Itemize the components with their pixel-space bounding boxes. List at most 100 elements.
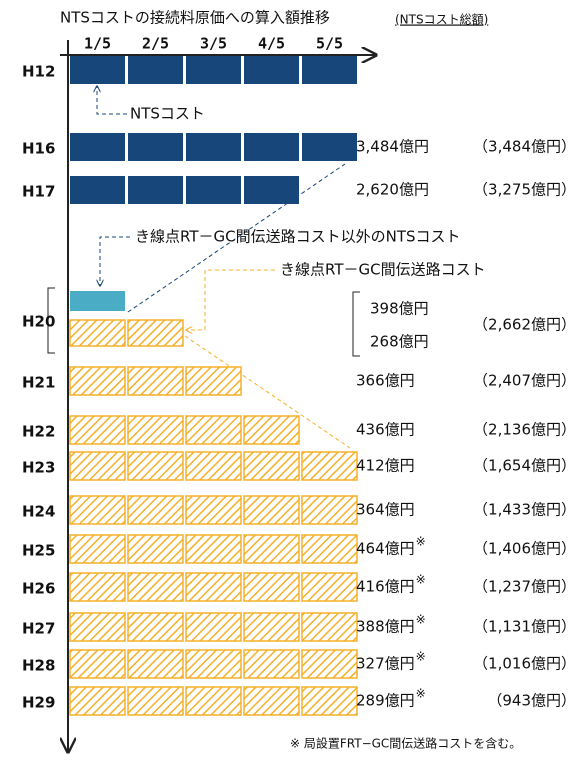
amount-mark: ※ xyxy=(416,535,426,549)
total: （2,136億円） xyxy=(473,421,576,439)
block xyxy=(70,56,125,84)
block xyxy=(301,495,358,525)
block xyxy=(70,176,125,204)
block xyxy=(69,319,126,347)
row-label: H20 xyxy=(22,313,55,331)
amount-mark: ※ xyxy=(416,650,426,664)
total: （943億円） xyxy=(487,692,576,710)
block xyxy=(243,612,300,642)
block xyxy=(186,133,241,161)
amount: 398億円 xyxy=(370,300,429,318)
block xyxy=(69,415,126,445)
row-label: H12 xyxy=(22,63,55,81)
column-label: 1/5 xyxy=(84,35,111,53)
total: （3,275億円） xyxy=(473,181,576,199)
block xyxy=(69,572,126,602)
total: （1,433億円） xyxy=(473,501,576,519)
block xyxy=(185,572,242,602)
total: （2,407億円） xyxy=(473,372,576,390)
annotation: き線点RT－GC間伝送路コスト xyxy=(280,261,486,279)
block xyxy=(185,451,242,481)
bracket xyxy=(352,291,360,357)
block xyxy=(69,649,126,679)
row-label: H16 xyxy=(22,140,55,158)
amount: 327億円 xyxy=(356,655,415,673)
amount: 289億円 xyxy=(356,692,415,710)
block xyxy=(128,56,183,84)
column-label: 4/5 xyxy=(258,35,285,53)
block xyxy=(128,133,183,161)
block xyxy=(301,534,358,564)
amount-mark: ※ xyxy=(416,573,426,587)
block xyxy=(69,612,126,642)
amount: 268億円 xyxy=(370,333,429,351)
block xyxy=(128,176,183,204)
total: （1,016億円） xyxy=(473,655,576,673)
title: NTSコストの接続料原価への算入額推移 xyxy=(60,9,330,27)
block xyxy=(244,133,299,161)
block xyxy=(127,686,184,716)
total: （1,237億円） xyxy=(473,578,576,596)
bracket xyxy=(47,287,55,354)
block xyxy=(127,495,184,525)
total: （2,662億円） xyxy=(473,316,576,334)
row-label: H26 xyxy=(22,580,55,598)
annotation: き線点RT－GC間伝送路コスト以外のNTSコスト xyxy=(135,228,461,246)
block xyxy=(69,366,126,396)
column-label: 5/5 xyxy=(316,35,343,53)
amount: 366億円 xyxy=(356,372,415,390)
amount: 2,620億円 xyxy=(356,181,429,199)
block xyxy=(301,572,358,602)
amount: 416億円 xyxy=(356,578,415,596)
amount: 412億円 xyxy=(356,457,415,475)
block xyxy=(127,572,184,602)
connector xyxy=(97,86,127,115)
connector xyxy=(184,335,351,449)
block xyxy=(186,56,241,84)
block xyxy=(302,56,357,84)
amount: 3,484億円 xyxy=(356,138,429,156)
block xyxy=(127,319,184,347)
block xyxy=(185,415,242,445)
block xyxy=(185,649,242,679)
amount: 388億円 xyxy=(356,618,415,636)
amount-mark: ※ xyxy=(416,613,426,627)
block xyxy=(243,495,300,525)
amount-mark: ※ xyxy=(416,687,426,701)
row-label: H21 xyxy=(22,374,55,392)
block xyxy=(243,451,300,481)
connector xyxy=(100,236,130,286)
block xyxy=(185,686,242,716)
block xyxy=(244,176,299,204)
row-label: H22 xyxy=(22,423,55,441)
block xyxy=(127,415,184,445)
block xyxy=(127,612,184,642)
block xyxy=(127,649,184,679)
total: （1,406億円） xyxy=(473,540,576,558)
connector xyxy=(186,269,275,330)
footnote: ※ 局設置FRT−GC間伝送路コストを含む。 xyxy=(290,736,521,751)
row-label: H23 xyxy=(22,459,55,477)
block xyxy=(301,649,358,679)
block xyxy=(243,649,300,679)
block xyxy=(69,534,126,564)
block xyxy=(69,495,126,525)
row-label: H24 xyxy=(22,503,55,521)
amount: 436億円 xyxy=(356,421,415,439)
column-label: 3/5 xyxy=(200,35,227,53)
block xyxy=(69,686,126,716)
block xyxy=(244,56,299,84)
block xyxy=(186,176,241,204)
block xyxy=(185,534,242,564)
total: （3,484億円） xyxy=(473,138,576,156)
column-label: 2/5 xyxy=(142,35,169,53)
block xyxy=(70,133,125,161)
row-label: H28 xyxy=(22,657,55,675)
row-label: H29 xyxy=(22,694,55,712)
connector xyxy=(127,163,346,313)
block xyxy=(243,572,300,602)
block xyxy=(301,612,358,642)
amount: 464億円 xyxy=(356,540,415,558)
block xyxy=(185,495,242,525)
